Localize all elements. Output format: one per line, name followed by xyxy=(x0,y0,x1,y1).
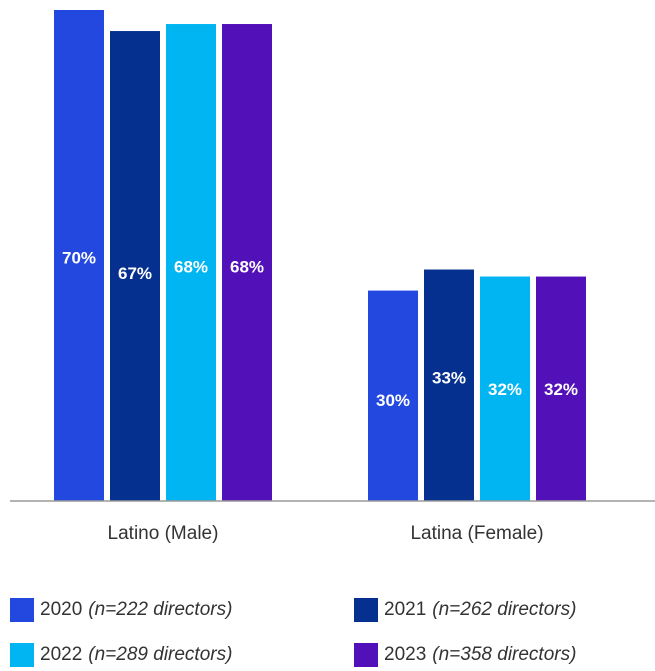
data-label-2021-latina-female: 33% xyxy=(432,368,466,387)
legend-item-2022: 2022 (n=289 directors) xyxy=(10,642,232,668)
legend-label-2021: 2021 xyxy=(384,599,427,620)
data-label-2021-latino-male: 67% xyxy=(118,264,152,283)
bar-2023-latino-male xyxy=(222,24,272,502)
data-label-2023-latino-male: 68% xyxy=(230,258,264,277)
bar-2022-latino-male xyxy=(166,24,216,502)
bars-group: 70% 67% 68% 68% 30% 33% 32% 32% xyxy=(54,10,586,502)
data-label-2023-latina-female: 32% xyxy=(544,380,578,399)
legend-note-2020: (n=222 directors) xyxy=(88,599,233,620)
bar-2022-latina-female xyxy=(480,276,530,501)
legend-swatch-2020 xyxy=(10,598,34,622)
x-tick-label-latina-female: Latina (Female) xyxy=(410,523,543,544)
legend-note-2021: (n=262 directors) xyxy=(432,599,577,620)
data-label-2022-latina-female: 32% xyxy=(488,380,522,399)
bar-2020-latino-male xyxy=(54,10,104,501)
legend: 2020 (n=222 directors) 2021 (n=262 direc… xyxy=(0,590,655,671)
legend-note-2023: (n=358 directors) xyxy=(432,644,577,665)
legend-label-2023: 2023 xyxy=(384,644,427,665)
legend-swatch-2022 xyxy=(10,643,34,667)
legend-item-2021: 2021 (n=262 directors) xyxy=(354,597,576,623)
legend-swatch-2021 xyxy=(354,598,378,622)
x-tick-labels: Latino (Male) Latina (Female) xyxy=(108,523,544,544)
x-tick-label-latino-male: Latino (Male) xyxy=(108,523,219,544)
bar-2020-latina-female xyxy=(368,290,418,501)
legend-swatch-2023 xyxy=(354,643,378,667)
data-label-2022-latino-male: 68% xyxy=(174,258,208,277)
legend-label-2020: 2020 xyxy=(40,599,83,620)
data-label-2020-latina-female: 30% xyxy=(376,391,410,410)
bar-chart: 70%67% 68% 68%30%33%32% 32% Latino (Male) La… xyxy=(10,10,655,544)
legend-label-2022: 2022 xyxy=(40,644,83,665)
bar-2021-latino-male xyxy=(110,31,160,502)
legend-item-2023: 2023 (n=358 directors) xyxy=(354,642,576,668)
legend-item-2020: 2020 (n=222 directors) xyxy=(10,597,232,623)
bar-2023-latina-female xyxy=(536,276,586,501)
legend-note-2022: (n=289 directors) xyxy=(88,644,233,665)
bar-2021-latina-female xyxy=(424,269,474,501)
data-label-2020-latino-male: 70% xyxy=(62,249,96,268)
